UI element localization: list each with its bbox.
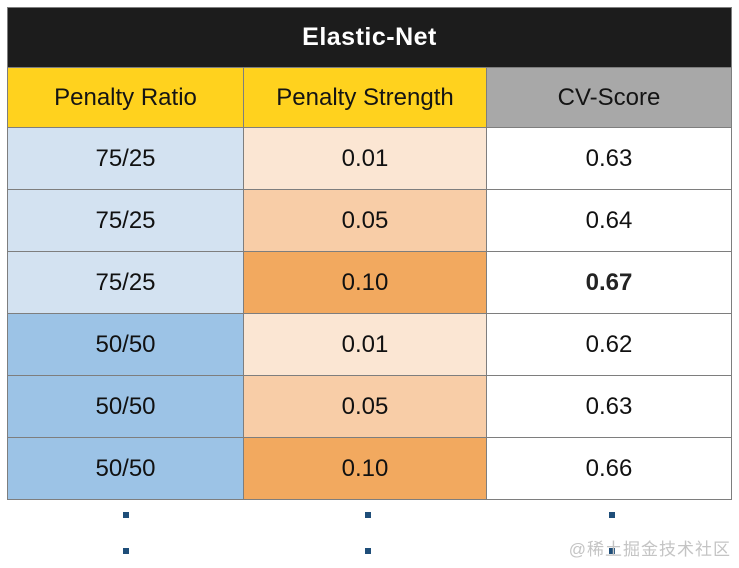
continuation-dot: [123, 512, 129, 518]
ratio-cell: 75/25: [7, 251, 244, 314]
strength-cell: 0.01: [243, 313, 487, 376]
table-header-row: Penalty Ratio Penalty Strength CV-Score: [7, 67, 733, 128]
ratio-cell: 75/25: [7, 127, 244, 190]
ratio-cell: 50/50: [7, 375, 244, 438]
ratio-cell: 50/50: [7, 437, 244, 500]
ratio-cell: 75/25: [7, 189, 244, 252]
table-row: 50/50 0.10 0.66: [7, 437, 733, 500]
table-row: 50/50 0.05 0.63: [7, 375, 733, 438]
table-row: 75/25 0.10 0.67: [7, 251, 733, 314]
continuation-dot: [609, 512, 615, 518]
watermark: @稀土掘金技术社区: [568, 540, 731, 559]
col-header-cv-score: CV-Score: [485, 67, 733, 128]
ratio-cell: 50/50: [7, 313, 244, 376]
score-cell: 0.62: [485, 313, 733, 376]
score-cell: 0.64: [485, 189, 733, 252]
score-cell: 0.63: [485, 375, 733, 438]
table-title: Elastic-Net: [6, 7, 733, 68]
elastic-net-results-table: Elastic-Net Penalty Ratio Penalty Streng…: [6, 7, 733, 500]
continuation-dot: [365, 512, 371, 518]
score-cell-best: 0.67: [485, 251, 733, 314]
table-row: 75/25 0.01 0.63: [7, 127, 733, 190]
continuation-dot: [123, 548, 129, 554]
continuation-dot: [609, 548, 615, 554]
strength-cell: 0.01: [243, 127, 487, 190]
strength-cell: 0.05: [243, 375, 487, 438]
continuation-dot: [365, 548, 371, 554]
table-row: 75/25 0.05 0.64: [7, 189, 733, 252]
strength-cell: 0.05: [243, 189, 487, 252]
score-cell: 0.63: [485, 127, 733, 190]
table-title-row: Elastic-Net: [6, 7, 733, 68]
col-header-penalty-strength: Penalty Strength: [243, 67, 487, 128]
strength-cell: 0.10: [243, 437, 487, 500]
table-row: 50/50 0.01 0.62: [7, 313, 733, 376]
score-cell: 0.66: [485, 437, 733, 500]
col-header-penalty-ratio: Penalty Ratio: [7, 67, 244, 128]
strength-cell: 0.10: [243, 251, 487, 314]
